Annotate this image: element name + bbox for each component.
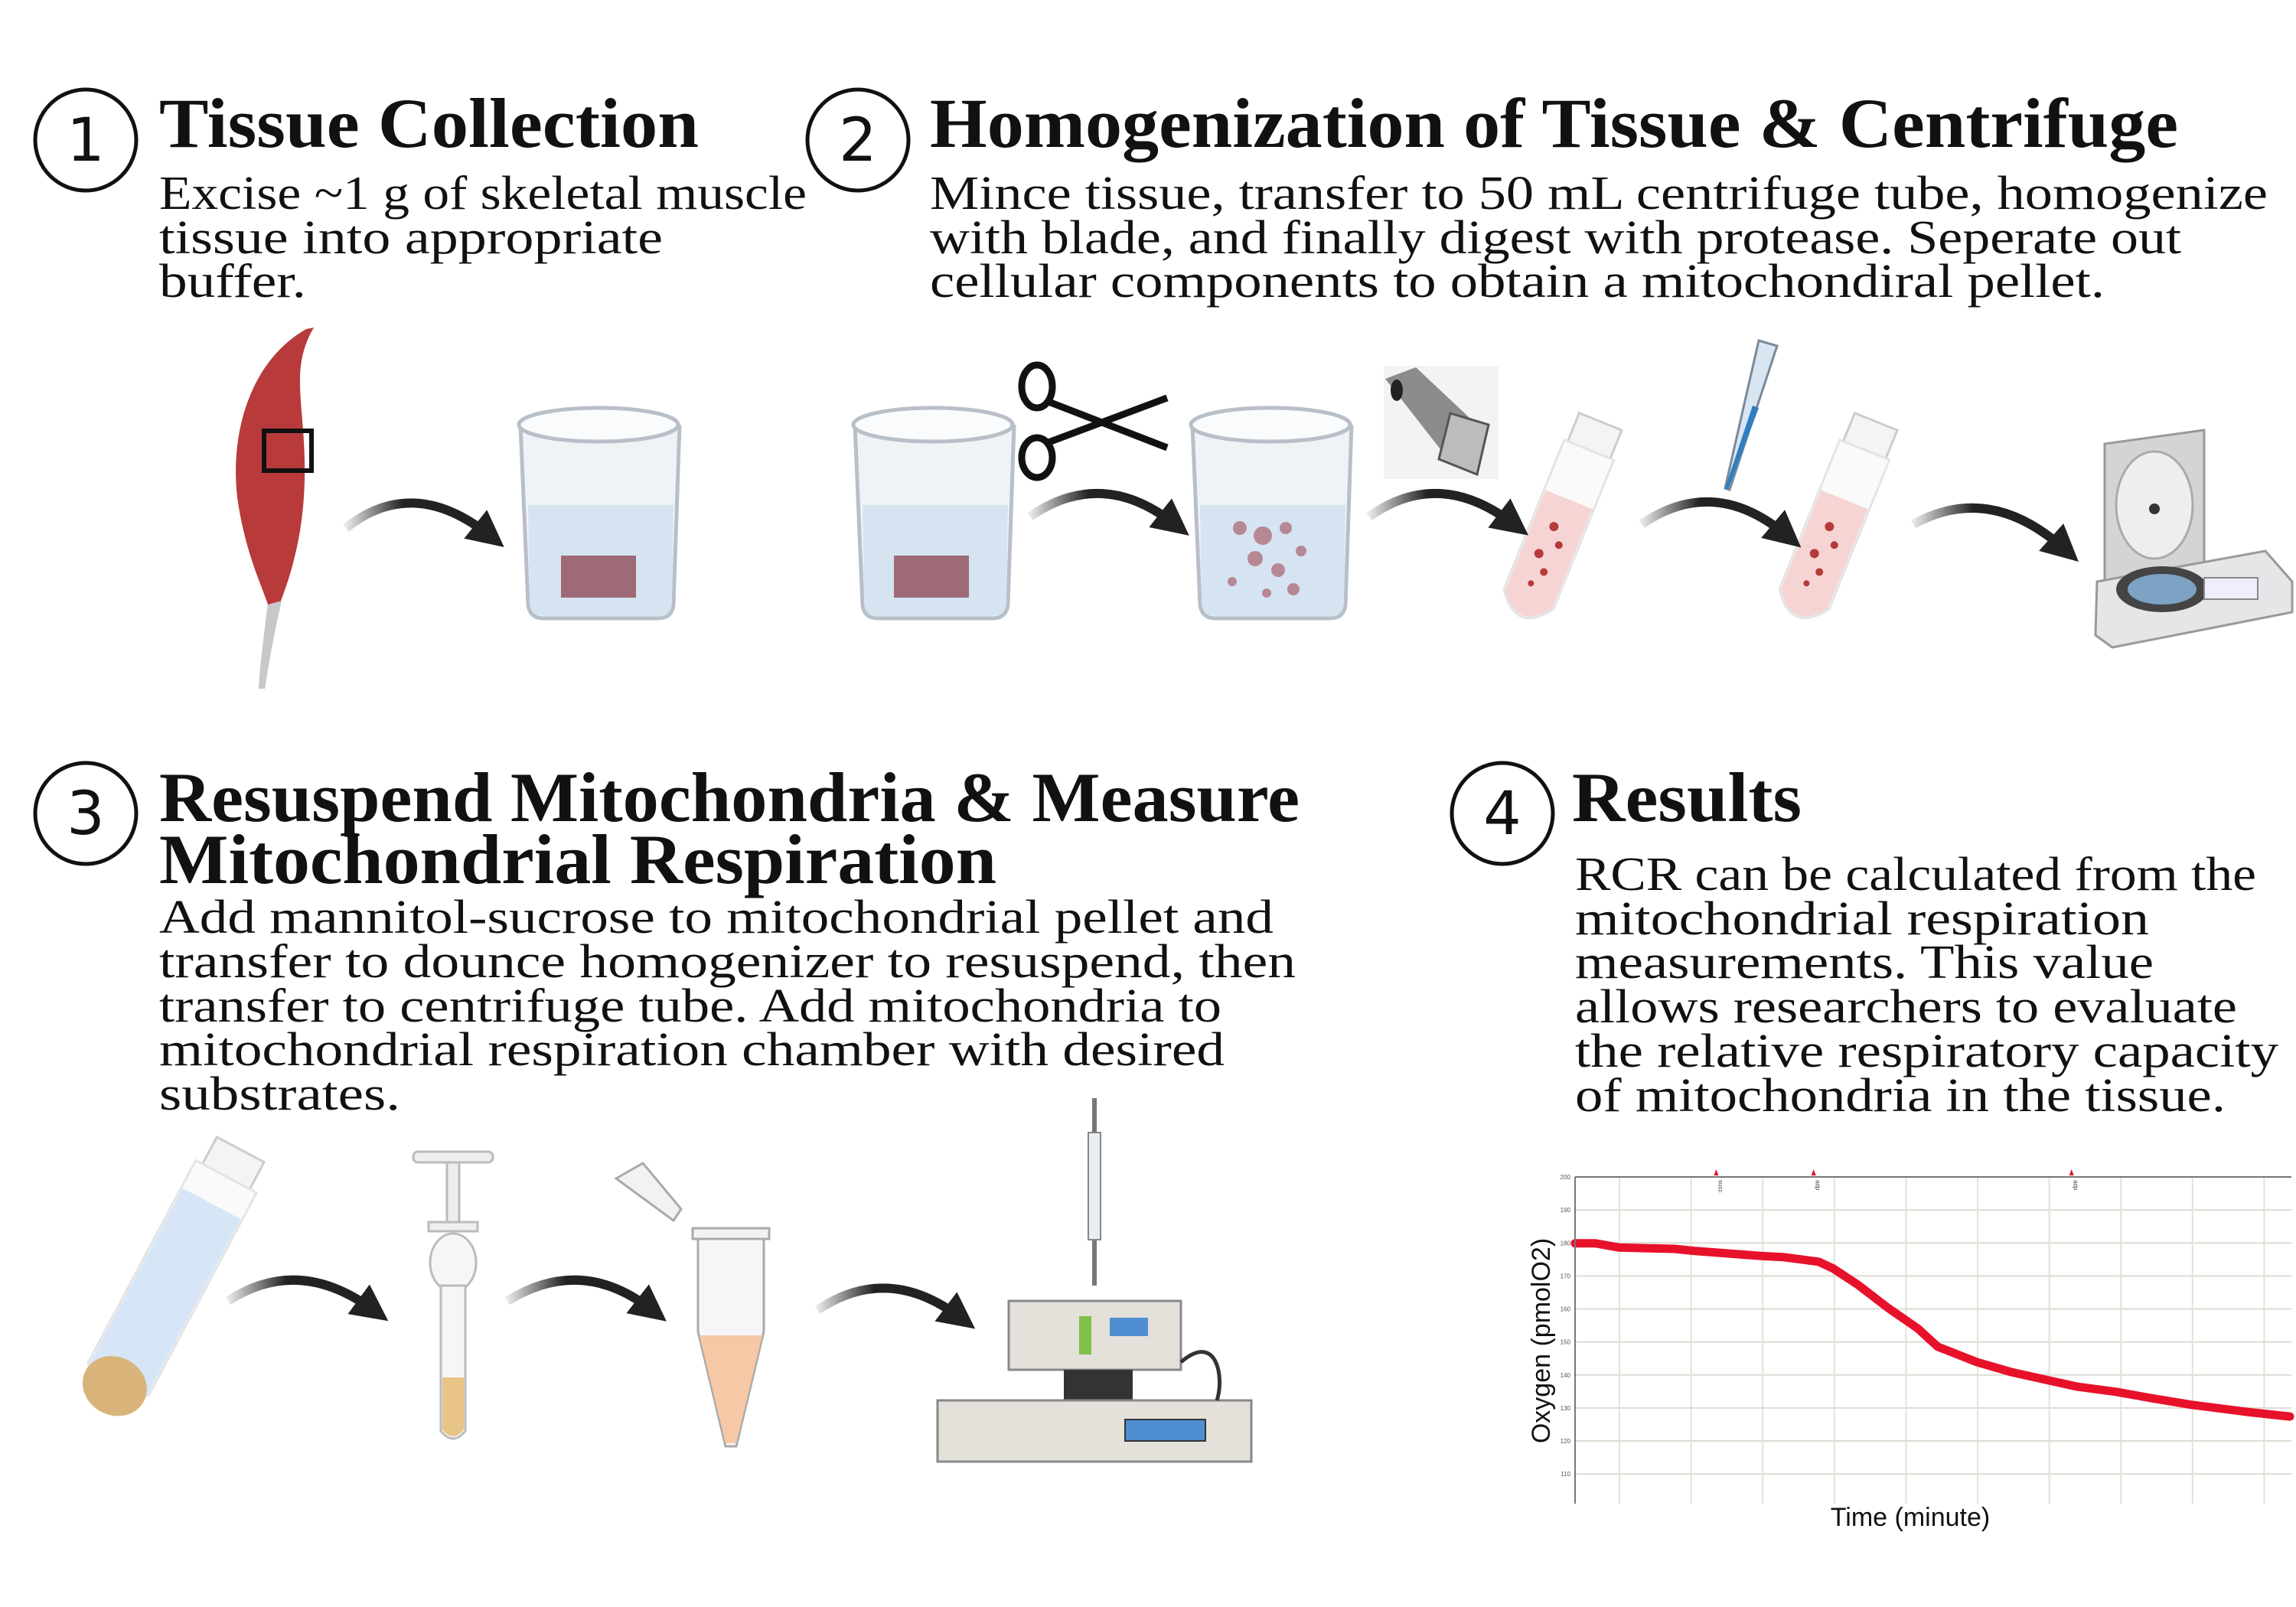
step-number-circle <box>1450 761 1555 866</box>
step-number: 3 <box>67 780 105 849</box>
y-tick-label: 180 <box>1561 1240 1571 1247</box>
step-text: Add mannitol-sucrose to mitochondrial pe… <box>159 892 1274 944</box>
arrow-icon <box>504 1275 667 1322</box>
centrifuge-tube-icon <box>1778 411 1899 620</box>
arrow-icon <box>343 498 504 547</box>
x-axis-label: Time (minute) <box>1831 1503 1990 1532</box>
respirometer-icon <box>936 1098 1253 1463</box>
muscle-icon <box>236 328 314 689</box>
event-marker-icon <box>1811 1169 1816 1175</box>
arrow-icon <box>814 1283 976 1329</box>
y-tick-label: 150 <box>1561 1339 1571 1346</box>
step-number: 1 <box>67 106 105 175</box>
arrow-icon <box>1911 503 2079 562</box>
step-number-circle <box>805 87 911 193</box>
arrow-icon <box>1639 497 1802 548</box>
arrow-icon <box>1366 488 1529 536</box>
step-text: Excise ~1 g of skeletal muscle <box>159 168 807 220</box>
event-markers: succ adp adp <box>1714 1169 2079 1192</box>
y-axis-label: Oxygen (pmolO2) <box>1527 1238 1556 1443</box>
step-text: mitochondrial respiration chamber with d… <box>159 1024 1225 1076</box>
step-3: 3 Resuspend Mitochondria & Measure Mitoc… <box>33 758 1300 1120</box>
pipette-icon <box>1724 339 1779 491</box>
step-2: 2 Homogenization of Tissue & Centrifuge … <box>805 84 2268 308</box>
step-text: the relative respiratory capacity <box>1575 1025 2278 1077</box>
step-number-circle <box>33 761 139 866</box>
centrifuge-icon <box>2094 429 2294 649</box>
step-text: tissue into appropriate <box>159 212 663 264</box>
y-tick-label: 140 <box>1561 1372 1571 1379</box>
blade-homogenizer-icon <box>1384 366 1499 479</box>
step-title: Mitochondrial Respiration <box>159 820 996 898</box>
step-number-circle <box>33 87 139 193</box>
step-text: Mince tissue, transfer to 50 mL centrifu… <box>930 168 2268 220</box>
step-text: RCR can be calculated from the <box>1575 849 2256 901</box>
tube-with-pellet-icon <box>82 1135 266 1416</box>
step-text: measurements. This value <box>1575 937 2154 989</box>
event-marker-label: adp <box>2073 1180 2079 1191</box>
step-text: transfer to dounce homogenizer to resusp… <box>159 936 1296 988</box>
step-4: 4 Results RCR can be calculated from the… <box>1450 758 2278 1122</box>
y-tick-label: 160 <box>1561 1306 1571 1313</box>
microcentrifuge-tube-icon <box>614 1162 771 1448</box>
arrow-icon <box>225 1275 389 1322</box>
centrifuge-tube-icon <box>1502 411 1623 620</box>
event-marker-label: succ <box>1717 1180 1724 1192</box>
step-text: cellular components to obtain a mitochon… <box>930 256 2105 308</box>
arrow-icon <box>1027 488 1189 536</box>
beaker-with-minced-tissue-icon <box>1189 406 1354 621</box>
oxygen-chart: 110 120 130 140 150 160 170 180 190 200 succ adp ad… <box>1527 1169 2294 1532</box>
y-tick-label: 200 <box>1561 1174 1571 1181</box>
step-text: mitochondrial respiration <box>1575 893 2149 945</box>
chart-grid <box>1575 1176 2291 1504</box>
step-text: buffer. <box>159 256 306 308</box>
step-title: Resuspend Mitochondria & Measure <box>159 758 1300 836</box>
arrows <box>225 488 2079 1329</box>
event-marker-label: adp <box>1815 1180 1821 1191</box>
y-tick-label: 170 <box>1561 1273 1571 1279</box>
y-tick-label: 110 <box>1561 1471 1570 1478</box>
y-tick-label: 190 <box>1561 1207 1571 1214</box>
beaker-with-tissue-icon <box>851 406 1016 621</box>
step-number: 4 <box>1483 780 1521 849</box>
event-marker-icon <box>1714 1169 1719 1175</box>
y-tick-labels: 110 120 130 140 150 160 170 180 190 200 <box>1561 1174 1571 1478</box>
scissors-icon <box>1018 361 1169 481</box>
y-tick-label: 130 <box>1561 1405 1571 1412</box>
beaker-with-tissue-icon <box>517 406 682 621</box>
dounce-homogenizer-icon <box>412 1150 494 1440</box>
step-title: Results <box>1572 758 1802 836</box>
step-title: Tissue Collection <box>159 84 699 162</box>
oxygen-series-line <box>1570 1239 2294 1421</box>
step-text: of mitochondria in the tissue. <box>1575 1070 2226 1122</box>
step-text: with blade, and finally digest with prot… <box>930 212 2181 264</box>
step-text: transfer to centrifuge tube. Add mitocho… <box>159 980 1221 1032</box>
step-1: 1 Tissue Collection Excise ~1 g of skele… <box>33 84 807 308</box>
step-text: substrates. <box>159 1068 400 1120</box>
step-text: allows researchers to evaluate <box>1575 981 2237 1033</box>
step-number: 2 <box>839 106 877 175</box>
step-title: Homogenization of Tissue & Centrifuge <box>930 84 2178 162</box>
y-tick-label: 120 <box>1561 1438 1571 1445</box>
event-marker-icon <box>2069 1169 2074 1175</box>
